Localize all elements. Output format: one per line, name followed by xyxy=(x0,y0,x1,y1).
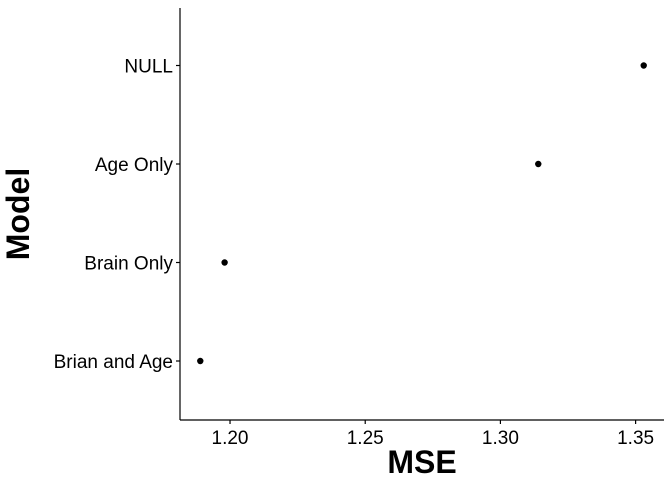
x-tick-label: 1.25 xyxy=(347,428,384,449)
plot-area: Brian and Age Brain Only Age Only NULL 1.20… xyxy=(54,8,664,449)
x-tick-label: 1.30 xyxy=(482,428,519,449)
y-tick-label: Brain Only xyxy=(84,254,173,275)
x-tick-label: 1.20 xyxy=(212,428,249,449)
y-tick-label: NULL xyxy=(124,57,173,78)
x-tick-label: 1.35 xyxy=(617,428,654,449)
y-ticks: Brian and Age Brain Only Age Only NULL xyxy=(54,57,180,373)
data-points xyxy=(197,62,647,365)
data-point xyxy=(535,160,542,168)
data-point xyxy=(221,259,228,266)
x-ticks: 1.20 1.25 1.30 1.35 xyxy=(212,420,654,449)
y-tick-label: Brian and Age xyxy=(54,352,173,373)
y-axis-title: Model xyxy=(0,168,36,260)
data-point xyxy=(197,357,204,365)
data-point xyxy=(640,62,647,69)
y-tick-label: Age Only xyxy=(95,155,174,176)
x-axis-title: MSE xyxy=(387,444,456,480)
